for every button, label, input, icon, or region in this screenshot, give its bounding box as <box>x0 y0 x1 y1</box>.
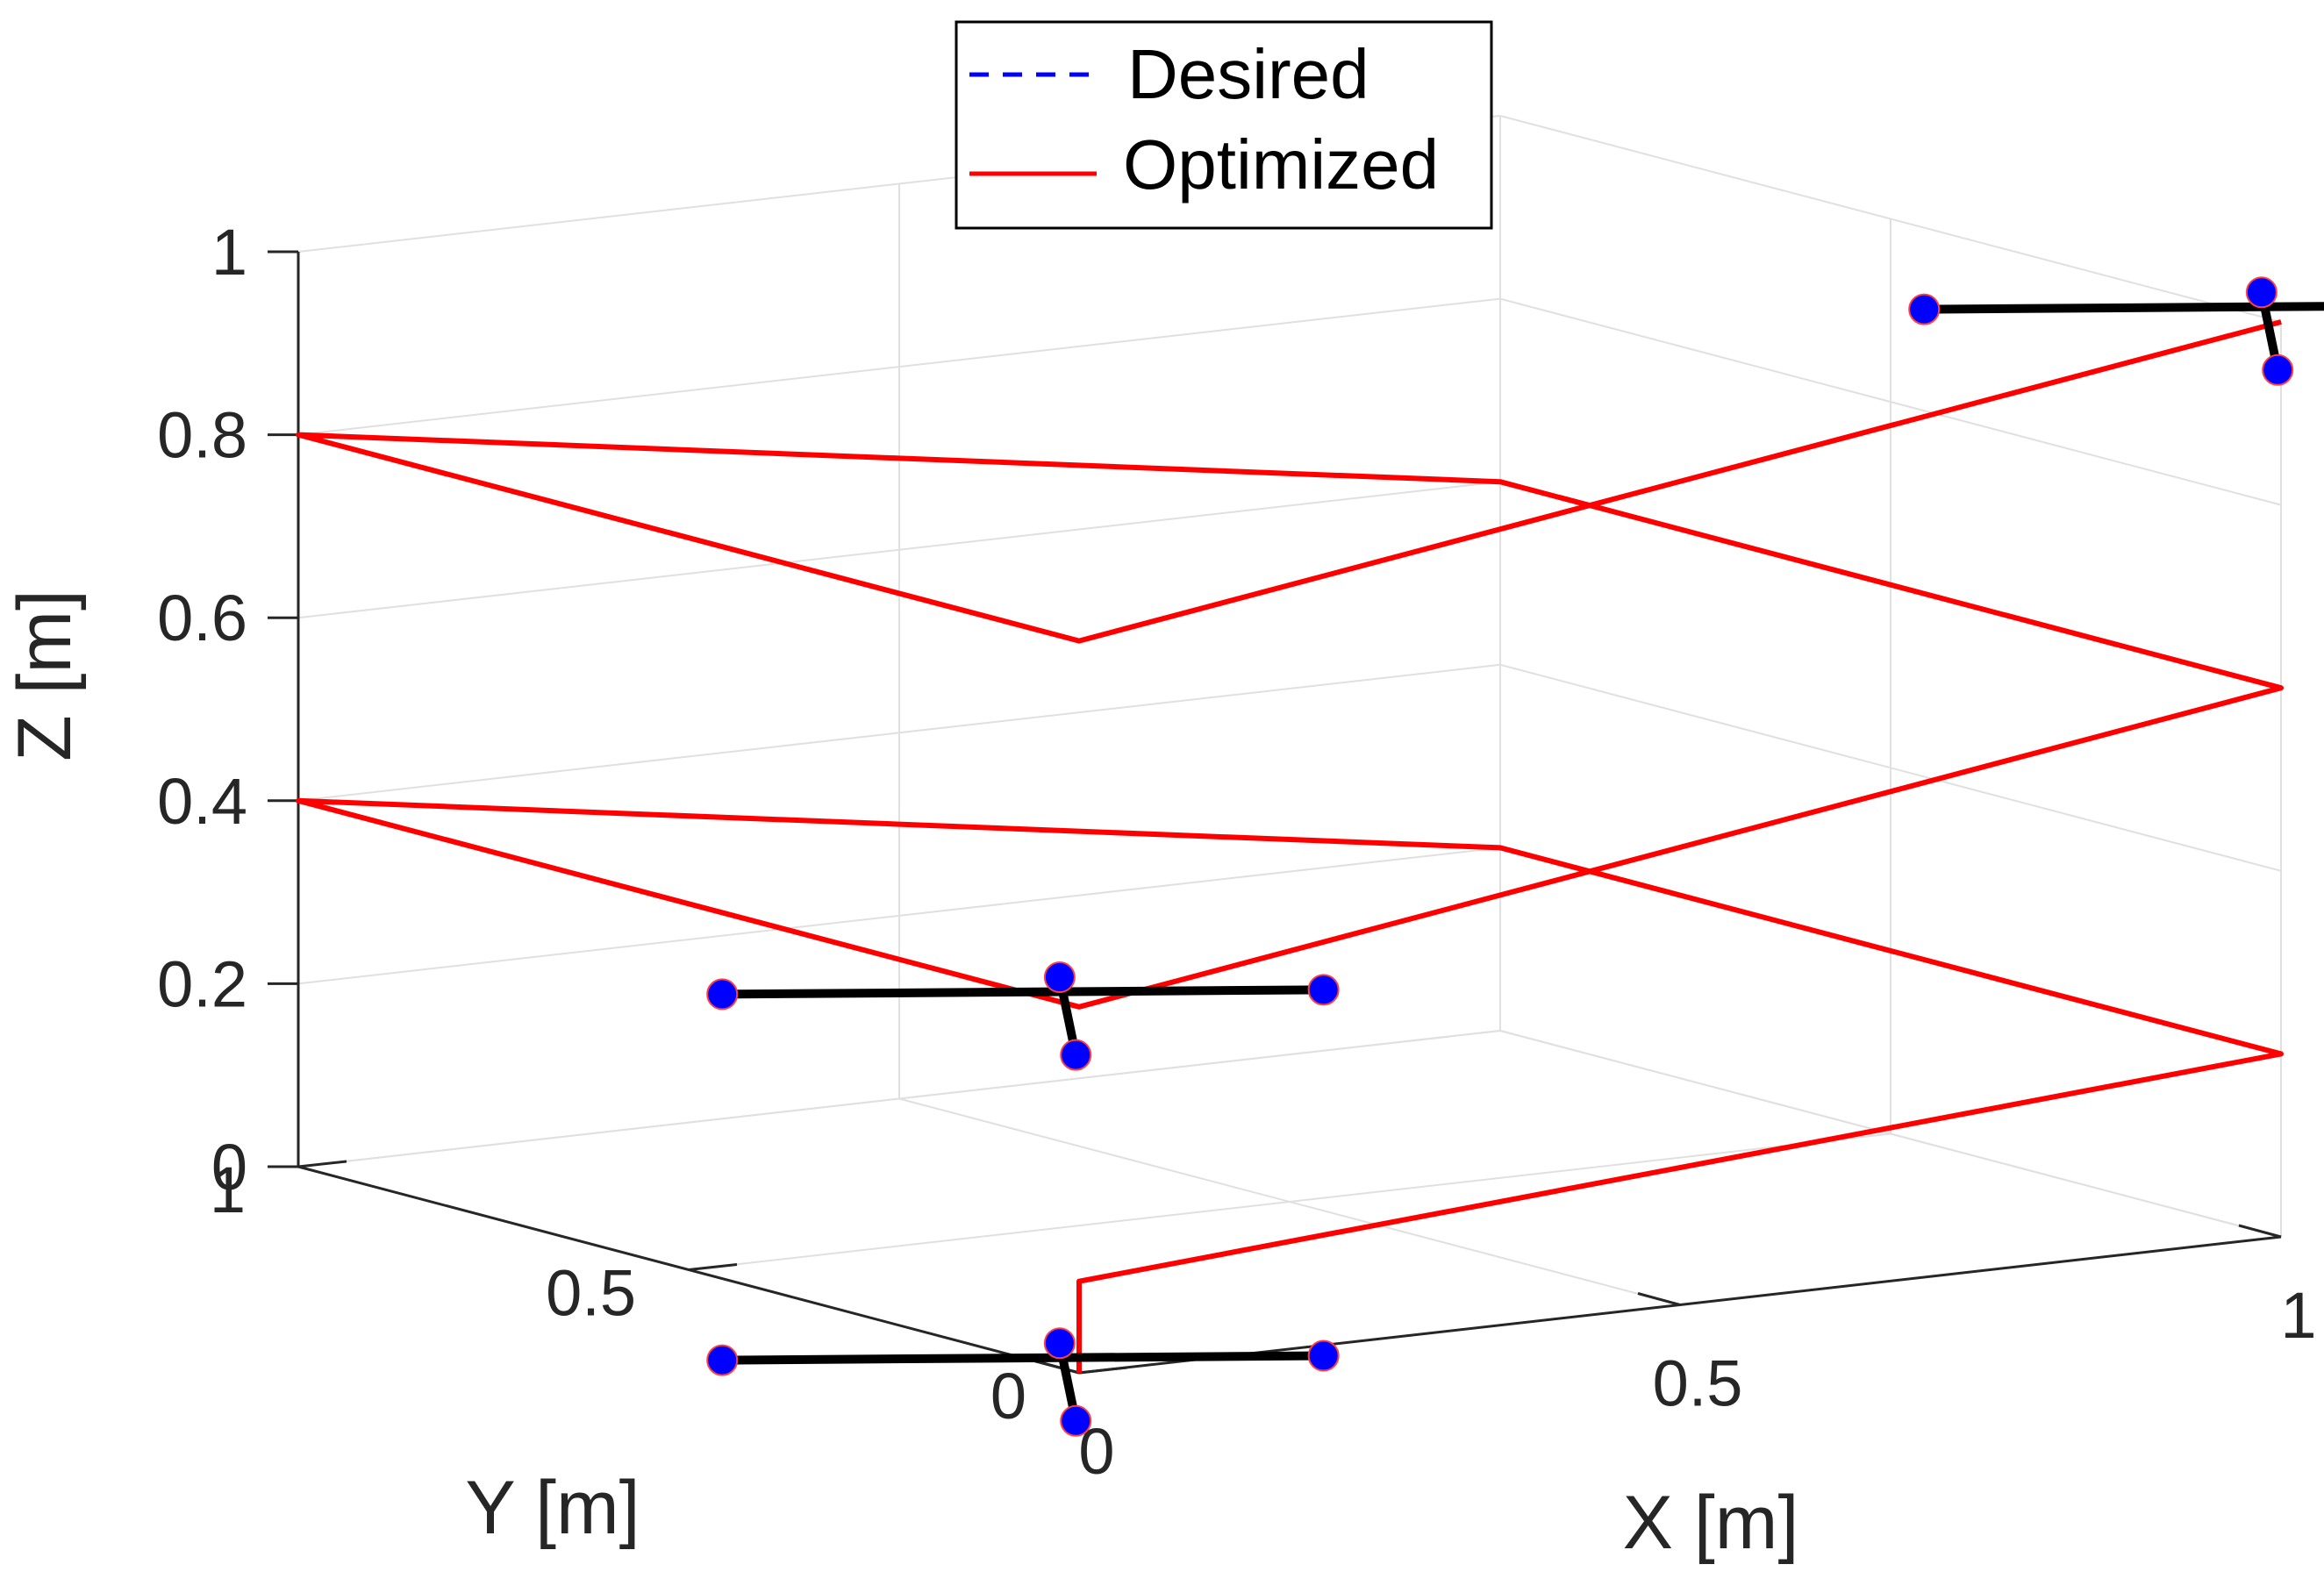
quadrotor-mid-arm-a <box>722 985 1324 999</box>
series-line-desired <box>296 319 2284 1284</box>
quadrotor-mid-rotor-0 <box>706 978 739 1011</box>
grid-layer <box>297 115 2282 1374</box>
quadrotor-end-rotor-3 <box>2245 276 2278 309</box>
grid-line-back-z-2 <box>297 663 1501 802</box>
quadrotor-start-arm-a <box>722 1351 1324 1365</box>
z-tick-label-5: 1 <box>211 216 247 289</box>
grid-line-side-z-5 <box>1499 115 2282 323</box>
quadrotor-layer <box>706 276 2324 1437</box>
y-tick-label-0: 0 <box>990 1360 1026 1432</box>
z-tick-label-1: 0.2 <box>157 947 247 1020</box>
z-tick-label-4: 0.8 <box>157 399 247 472</box>
x-tick-label-2: 1 <box>2280 1279 2316 1352</box>
quadrotor-end-rotor-0 <box>1908 293 1941 325</box>
quadrotor-mid-rotor-1 <box>1307 974 1340 1006</box>
grid-line-side-z-0 <box>1499 1030 2282 1238</box>
z-axis-label: Z [m] <box>3 589 87 761</box>
x-tick-label-1: 0.5 <box>1653 1347 1743 1420</box>
x-tick-2 <box>2238 1224 2282 1239</box>
grid-line-side-z-4 <box>1499 297 2282 506</box>
quadrotor-mid-rotor-3 <box>1043 961 1076 994</box>
series-layer <box>296 319 2284 1373</box>
z-tick-label-2: 0.4 <box>157 765 247 838</box>
quadrotor-end-arm-a <box>1924 302 2324 314</box>
legend-box <box>955 20 1493 230</box>
x-axis-label: X [m] <box>1623 1481 1799 1565</box>
quadrotor-start-rotor-0 <box>706 1344 739 1376</box>
y-tick-0 <box>1078 1366 1128 1375</box>
y-tick-label-2: 1 <box>210 1154 246 1226</box>
grid-line-back-z-0 <box>297 1030 1501 1168</box>
y-axis-label: Y [m] <box>465 1466 640 1550</box>
quadrotor-start-rotor-1 <box>1307 1339 1340 1372</box>
quadrotor-start-rotor-2 <box>1060 1404 1092 1437</box>
x-tick-1 <box>1637 1292 1681 1306</box>
y-tick-1 <box>688 1263 738 1271</box>
x-tick-0 <box>1036 1360 1080 1375</box>
z-tick-label-0: 0 <box>211 1131 247 1204</box>
quadrotor-end-rotor-2 <box>2262 354 2294 386</box>
y-tick-2 <box>297 1160 347 1168</box>
grid-line-side-z-2 <box>1499 663 2282 872</box>
z-tick-label-3: 0.6 <box>157 582 247 654</box>
y-tick-label-1: 0.5 <box>546 1257 636 1330</box>
legend: Desired Optimized <box>955 20 1493 230</box>
series-line-optimized <box>296 319 2284 1373</box>
legend-label-optimized: Optimized <box>1123 125 1439 204</box>
legend-label-desired: Desired <box>1127 35 1369 113</box>
grid-line-back-z-3 <box>297 481 1501 619</box>
quadrotor-start-rotor-3 <box>1043 1327 1076 1360</box>
grid-line-floor-y-1 <box>688 1132 1891 1271</box>
grid-line-back-z-1 <box>297 847 1501 985</box>
quadrotor-mid-rotor-2 <box>1060 1039 1092 1071</box>
grid-line-back-z-4 <box>297 297 1501 436</box>
